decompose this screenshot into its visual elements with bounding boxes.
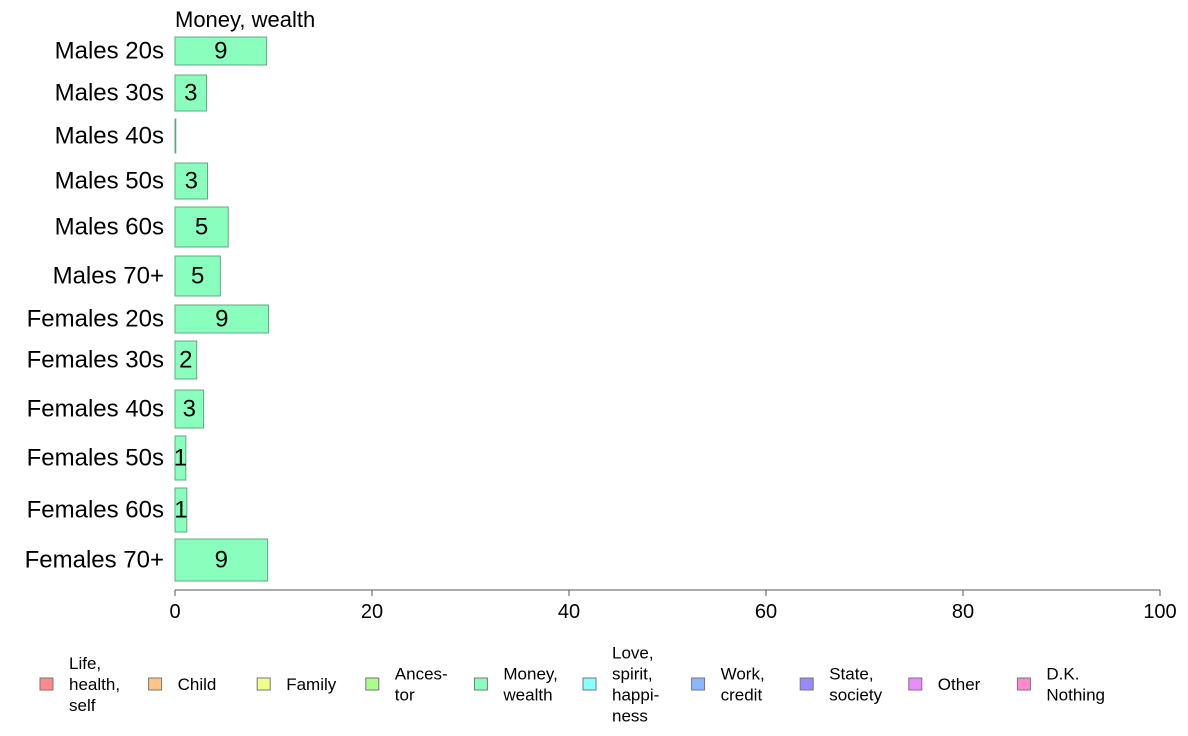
- bar-value-label: 1: [174, 445, 187, 472]
- legend-swatch: [799, 677, 814, 691]
- bar: [174, 304, 270, 334]
- bar-value-label: 1: [174, 497, 187, 524]
- bar-value-label: 3: [185, 168, 198, 195]
- legend-item: Life, health, self: [39, 654, 120, 715]
- category-label: Males 60s: [55, 214, 164, 241]
- legend-swatch: [691, 677, 706, 691]
- bar: [174, 255, 221, 297]
- category-label: Males 50s: [55, 168, 164, 195]
- legend-label: Other: [938, 675, 981, 694]
- category-labels: Males 20s Males 30s Males 40s Males 50s Male…: [25, 38, 164, 574]
- category-label: Females 30s: [27, 347, 164, 374]
- legend-item: State, society: [799, 664, 883, 704]
- legend-swatch: [39, 677, 54, 691]
- bar: [174, 435, 187, 481]
- legend-label: Life, health, self: [69, 654, 120, 715]
- x-tick-label: 80: [952, 601, 974, 623]
- legend-swatch: [256, 677, 271, 691]
- legend-item: Other: [908, 675, 981, 694]
- legend-label: Ances-tor: [395, 664, 448, 704]
- legend-item: Money, wealth: [473, 664, 558, 704]
- bar-value-label: 5: [195, 214, 208, 241]
- bar: [174, 36, 268, 66]
- category-label: Females 70+: [25, 547, 164, 574]
- x-tick-label: 40: [558, 601, 580, 623]
- legend-item: Family: [256, 675, 337, 694]
- bar: [174, 118, 177, 154]
- category-label: Males 40s: [55, 123, 164, 150]
- panel-title: Money, wealth: [175, 7, 315, 32]
- legend-label: D.K. Nothing: [1046, 664, 1105, 704]
- bar-value-label: 9: [214, 38, 227, 65]
- legend-swatch: [908, 677, 923, 691]
- legend-swatch: [473, 677, 488, 691]
- x-tick-label: 60: [755, 601, 777, 623]
- legend-item: D.K. Nothing: [1016, 664, 1105, 704]
- category-label: Females 60s: [27, 497, 164, 524]
- bar-value-label: 5: [191, 263, 204, 290]
- bar-value-label: 9: [215, 547, 228, 574]
- legend-label: Love, spirit, happi-ness: [612, 643, 659, 725]
- legend-label: Work, credit: [721, 664, 765, 704]
- bar: [174, 538, 269, 582]
- category-label: Females 20s: [27, 306, 164, 333]
- bar-value-label: 3: [184, 80, 197, 107]
- legend-label: Child: [178, 675, 217, 694]
- bar: [174, 340, 198, 380]
- legend-label: Money, wealth: [502, 664, 558, 704]
- bar-value-label: 3: [183, 396, 196, 423]
- bar-value-label: 2: [179, 347, 192, 374]
- bar: [174, 389, 205, 429]
- bar: [174, 162, 209, 200]
- category-label: Females 40s: [27, 396, 164, 423]
- category-label: Females 50s: [27, 445, 164, 472]
- legend-swatch: [148, 677, 163, 691]
- category-label: Males 20s: [55, 38, 164, 65]
- legend-label: Family: [286, 675, 337, 694]
- legend-item: Child: [148, 675, 217, 694]
- x-tick-label: 100: [1143, 601, 1176, 623]
- legend-swatch: [582, 677, 597, 691]
- legend-item: Love, spirit, happi-ness: [582, 643, 659, 725]
- legend-swatch: [1016, 677, 1031, 691]
- bar-value-label: 9: [215, 306, 228, 333]
- x-tick-label: 20: [361, 601, 383, 623]
- bar: [174, 206, 229, 248]
- category-label: Males 30s: [55, 80, 164, 107]
- legend-label: State, society: [829, 664, 882, 704]
- category-label: Males 70+: [53, 263, 164, 290]
- legend-item: Work, credit: [691, 664, 765, 704]
- x-axis: 0 20 40 60 80 100: [169, 589, 1177, 623]
- legend: Life, health, self Child Family Ances-tor Mone…: [39, 643, 1105, 725]
- bar: [174, 74, 208, 112]
- legend-swatch: [365, 677, 380, 691]
- bar: [174, 487, 188, 533]
- legend-item: Ances-tor: [365, 664, 448, 704]
- x-tick-label: 0: [169, 601, 180, 623]
